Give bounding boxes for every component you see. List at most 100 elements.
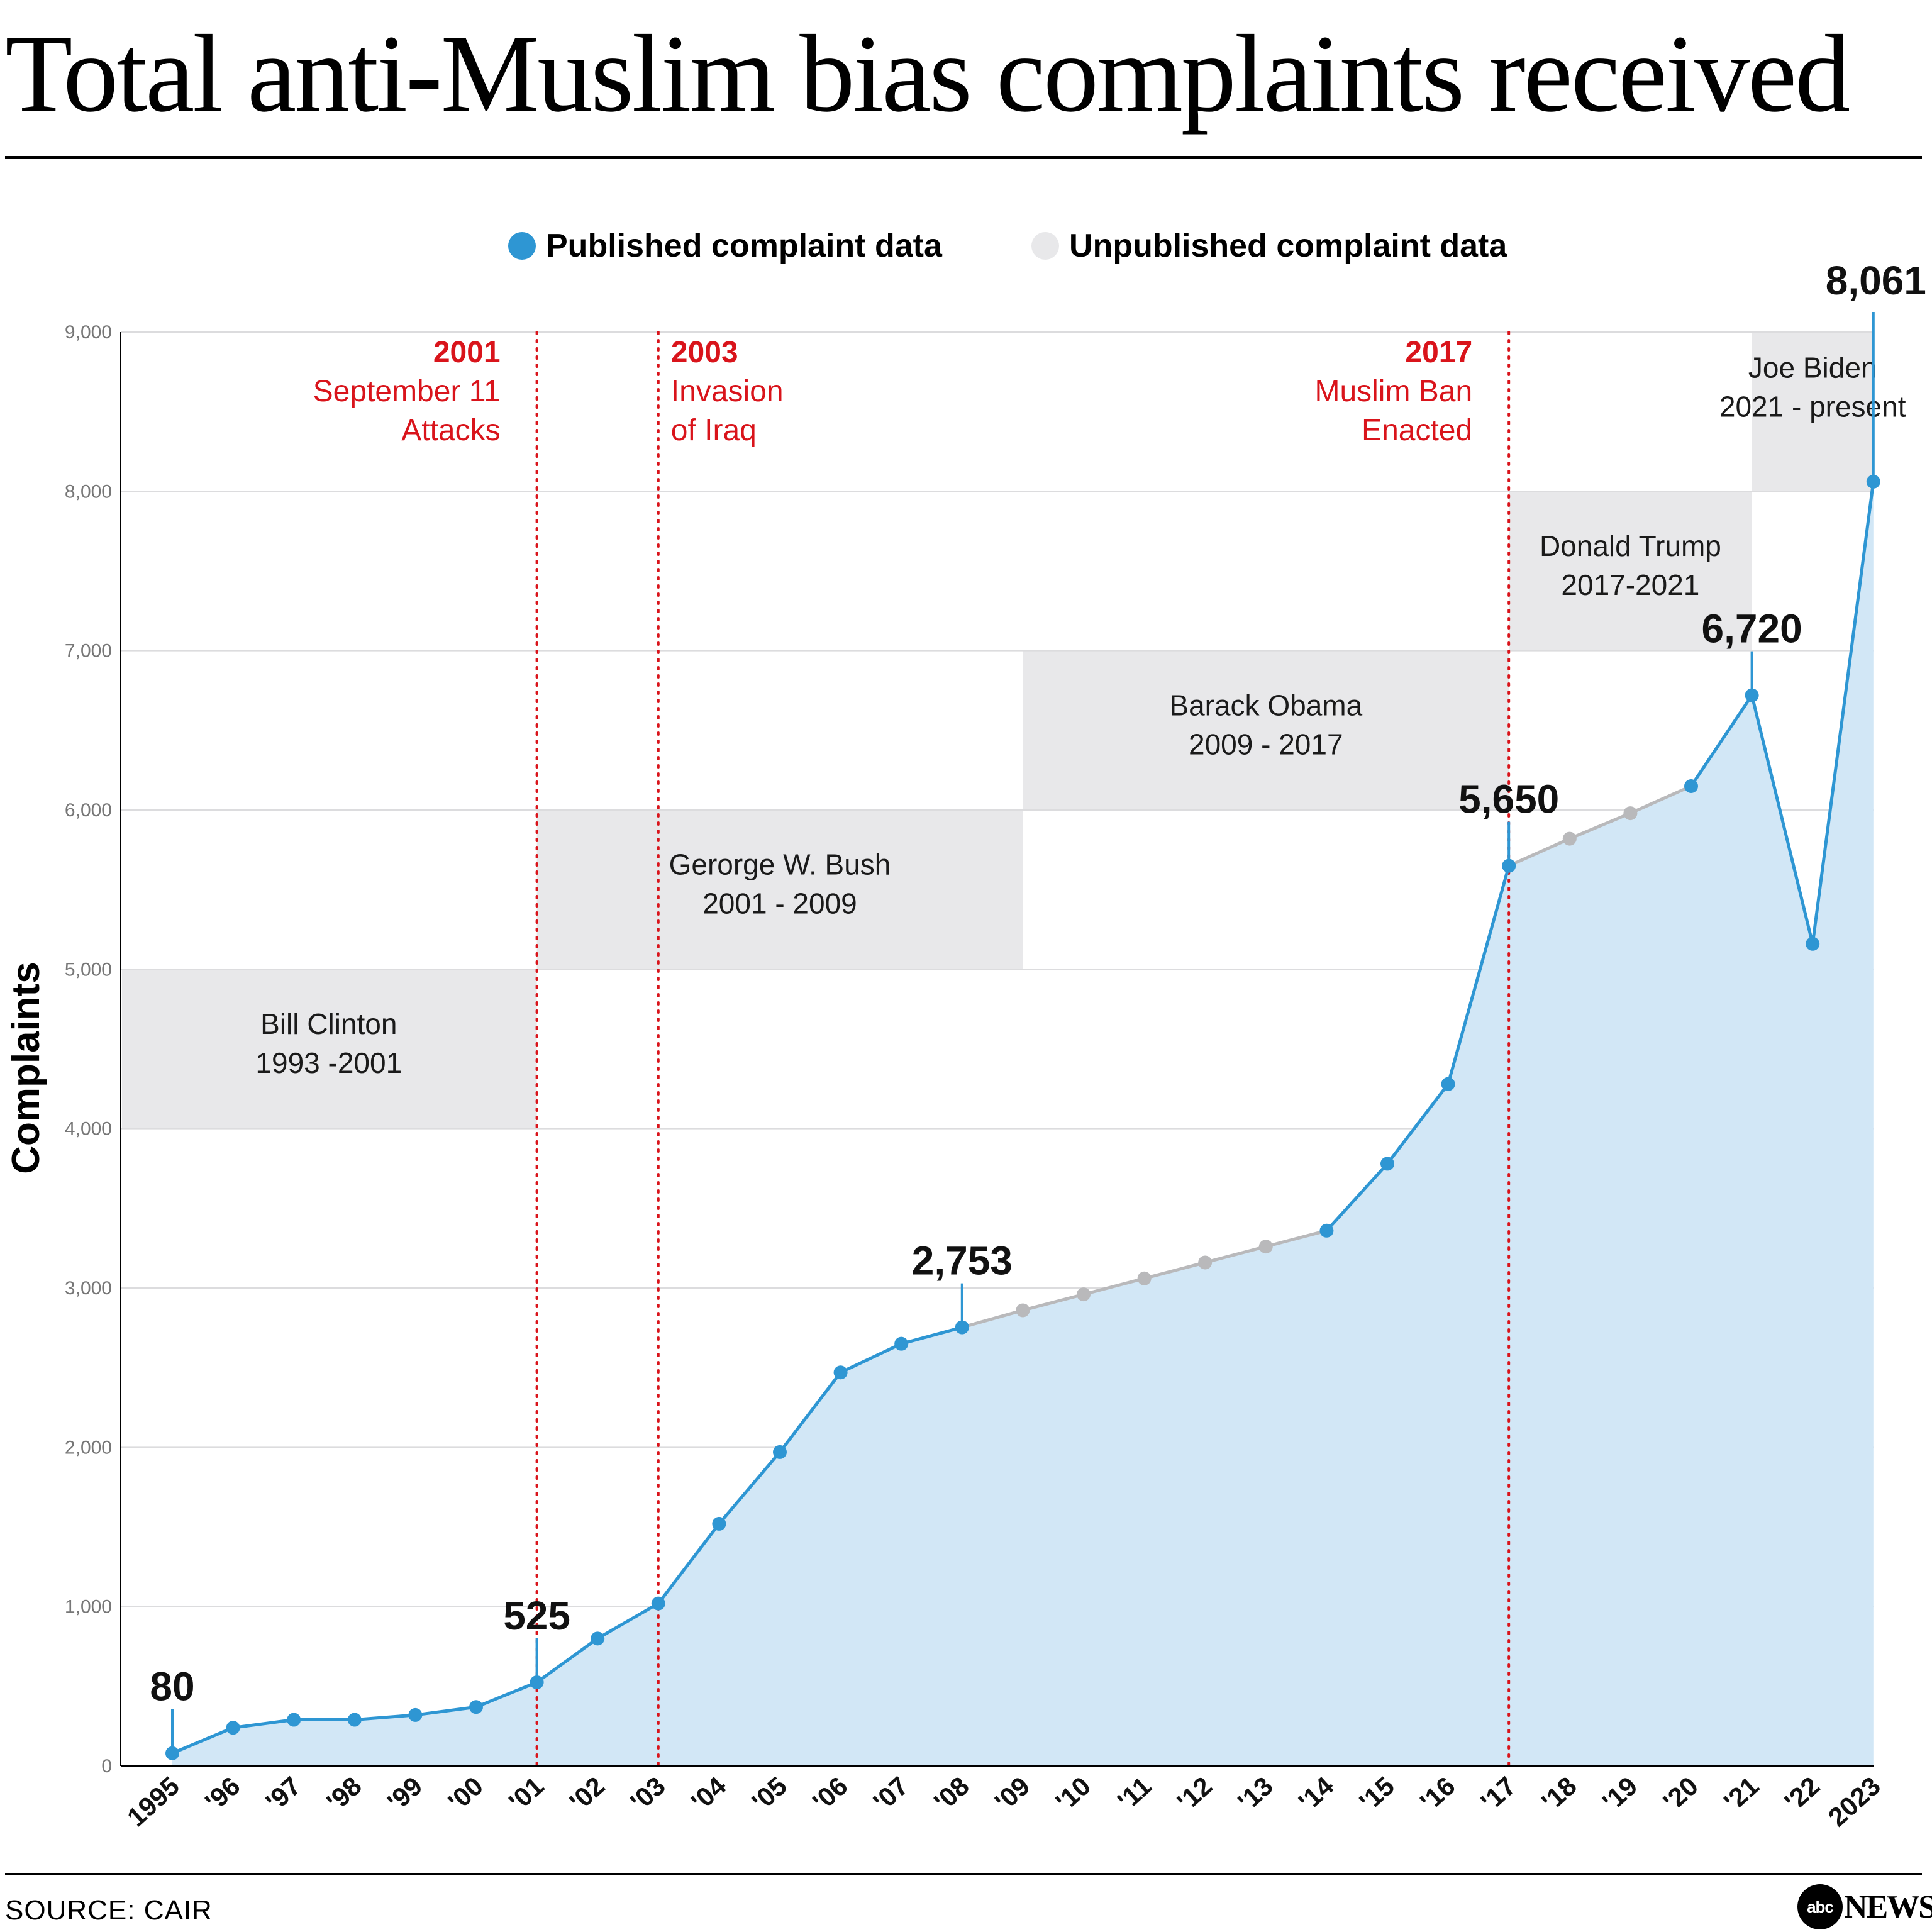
y-tick-label-3: 3,000	[65, 1278, 112, 1299]
line-segment-25	[1689, 694, 1754, 788]
abc-logo-icon: abc	[1797, 1884, 1843, 1929]
x-tick-label-27: '22	[1779, 1771, 1826, 1817]
line-segment-22	[1507, 837, 1572, 868]
x-tick-label-23: '18	[1536, 1771, 1582, 1817]
line-segment-8	[657, 1522, 721, 1606]
x-tick-label-7: '02	[564, 1771, 611, 1817]
line-segment-4	[413, 1705, 478, 1717]
data-point-2012	[1198, 1255, 1213, 1270]
line-segment-18	[1264, 1229, 1328, 1248]
x-tick-label-22: '17	[1475, 1771, 1522, 1817]
published-dot-icon	[508, 232, 536, 260]
data-point-2019	[1623, 806, 1638, 821]
y-tick-label-0: 0	[101, 1756, 112, 1777]
data-point-2005	[773, 1445, 787, 1459]
data-point-1996	[226, 1721, 240, 1735]
presidency-term-2: 2009 - 2017	[1189, 728, 1343, 760]
line-segment-5	[474, 1680, 539, 1709]
y-axis-title: Complaints	[4, 962, 48, 1174]
event-label-1-0: Invasion	[671, 375, 784, 408]
event-year-1: 2003	[671, 336, 738, 369]
data-point-2013	[1258, 1240, 1273, 1254]
presidency-term-4: 2021 - present	[1719, 391, 1906, 423]
data-point-1998	[347, 1713, 362, 1727]
callout-value-3: 5,650	[1458, 777, 1559, 822]
x-tick-label-17: '12	[1172, 1771, 1218, 1817]
event-label-0-1: Attacks	[401, 414, 500, 447]
y-tick-label-5: 5,000	[65, 959, 112, 980]
line-segment-6	[535, 1636, 599, 1684]
data-point-2000	[469, 1700, 483, 1714]
line-segment-10	[778, 1370, 843, 1454]
x-tick-label-14: '09	[989, 1771, 1036, 1817]
data-point-2015	[1380, 1157, 1394, 1171]
x-tick-label-6: '01	[503, 1771, 550, 1817]
line-segment-1	[231, 1718, 296, 1729]
news-wordmark: NEWS	[1844, 1889, 1932, 1925]
data-point-1995	[165, 1746, 179, 1760]
x-tick-label-19: '14	[1293, 1770, 1340, 1816]
x-tick-label-12: '07	[868, 1771, 914, 1817]
data-point-2007	[894, 1336, 909, 1351]
event-year-2: 2017	[1405, 336, 1472, 369]
data-point-2011	[1137, 1271, 1152, 1285]
x-tick-label-15: '10	[1050, 1771, 1096, 1817]
x-tick-label-18: '13	[1232, 1771, 1279, 1817]
line-segment-7	[596, 1602, 660, 1640]
line-segment-3	[353, 1713, 417, 1722]
y-tick-label-6: 6,000	[65, 800, 112, 821]
data-point-2006	[833, 1365, 848, 1380]
legend-published: Published complaint data	[508, 224, 942, 268]
presidency-term-0: 1993 -2001	[255, 1046, 402, 1079]
data-point-2002	[591, 1631, 605, 1646]
x-tick-label-11: '06	[807, 1771, 853, 1817]
data-point-2010	[1077, 1287, 1091, 1302]
data-point-2014	[1319, 1223, 1334, 1238]
data-point-1999	[408, 1707, 423, 1722]
line-segment-24	[1628, 784, 1693, 815]
line-segment-15	[1082, 1277, 1146, 1296]
x-tick-label-4: '99	[382, 1771, 428, 1817]
line-segment-19	[1324, 1162, 1389, 1233]
presidency-band-1	[536, 810, 1023, 970]
line-segment-14	[1021, 1292, 1085, 1312]
x-tick-label-24: '19	[1597, 1771, 1643, 1817]
y-tick-label-1: 1,000	[65, 1597, 112, 1618]
y-tick-label-2: 2,000	[65, 1437, 112, 1458]
event-label-0-0: September 11	[313, 375, 501, 408]
presidency-name-0: Bill Clinton	[260, 1008, 397, 1040]
line-segment-20	[1385, 1082, 1450, 1165]
callout-value-1: 525	[503, 1593, 570, 1638]
line-segment-27	[1811, 480, 1875, 946]
line-segment-11	[839, 1342, 903, 1374]
data-point-2016	[1441, 1077, 1455, 1091]
data-point-2021	[1745, 688, 1759, 702]
presidency-term-1: 2001 - 2009	[702, 887, 857, 920]
line-segment-16	[1143, 1260, 1207, 1280]
legend-published-label: Published complaint data	[546, 228, 942, 264]
line-segment-12	[899, 1326, 964, 1346]
x-tick-label-1: '96	[199, 1771, 246, 1817]
footer-divider	[5, 1873, 1922, 1875]
x-tick-label-10: '05	[746, 1771, 792, 1817]
legend-unpublished: Unpublished complaint data	[1031, 224, 1507, 268]
line-segment-13	[960, 1308, 1024, 1330]
presidency-band-0	[122, 969, 537, 1129]
callout-value-5: 8,061	[1826, 258, 1926, 303]
presidency-name-4: Joe Biden	[1748, 352, 1877, 384]
x-tick-label-2: '97	[260, 1771, 307, 1817]
line-segment-9	[717, 1450, 782, 1526]
x-tick-label-25: '20	[1657, 1771, 1704, 1817]
data-point-1997	[287, 1713, 301, 1727]
data-point-2003	[651, 1596, 665, 1611]
source-note: SOURCE: CAIR	[5, 1895, 213, 1926]
complaints-area-fill	[172, 481, 1874, 1766]
presidency-name-1: Gerorge W. Bush	[669, 848, 891, 881]
data-point-2009	[1016, 1303, 1030, 1318]
callout-value-4: 6,720	[1702, 606, 1802, 652]
x-tick-label-8: '03	[625, 1771, 671, 1817]
line-segment-23	[1568, 811, 1632, 841]
unpublished-dot-icon	[1031, 232, 1059, 260]
x-tick-label-26: '21	[1718, 1771, 1765, 1817]
